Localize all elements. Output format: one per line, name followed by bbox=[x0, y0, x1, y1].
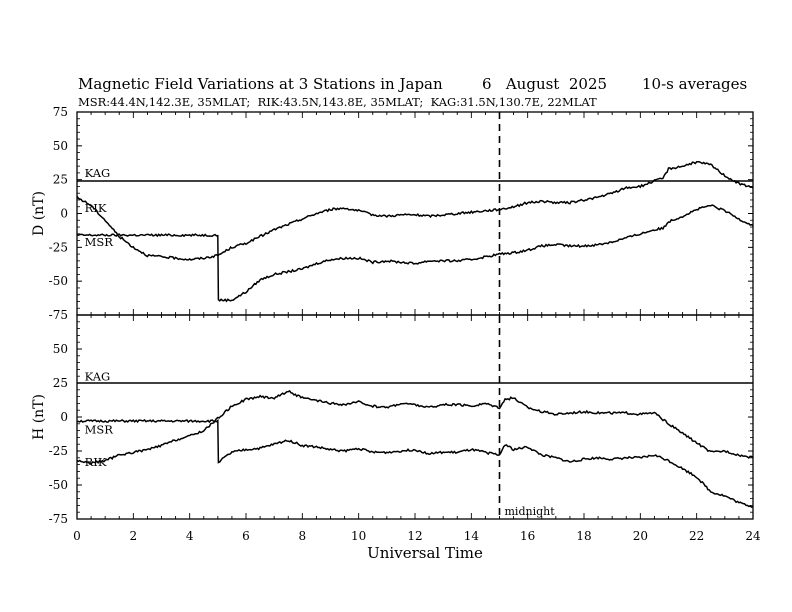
series-msr bbox=[77, 418, 753, 509]
y-tick-label: -75 bbox=[49, 512, 68, 526]
y-tick-label: 0 bbox=[60, 207, 68, 221]
series-rik bbox=[77, 389, 753, 466]
x-tick-label: 8 bbox=[299, 529, 307, 543]
y-axis-label: D (nT) bbox=[31, 191, 47, 236]
y-tick-label: 75 bbox=[53, 105, 68, 119]
x-tick-label: 24 bbox=[745, 529, 761, 543]
x-tick-label: 18 bbox=[576, 529, 591, 543]
midnight-label: midnight bbox=[505, 505, 556, 518]
chart-date: 6 August 2025 bbox=[482, 75, 607, 93]
x-tick-label: 4 bbox=[186, 529, 194, 543]
x-axis-label: Universal Time bbox=[367, 544, 483, 562]
chart-title: Magnetic Field Variations at 3 Stations … bbox=[78, 75, 443, 93]
station-label-msr: MSR bbox=[85, 235, 114, 249]
x-tick-label: 16 bbox=[520, 529, 535, 543]
x-axis: 0 2 4 6 8 10 12 14 16 18 20 22 24 bbox=[73, 529, 761, 543]
station-label-msr: MSR bbox=[85, 422, 114, 436]
y-tick-label: -25 bbox=[49, 240, 68, 254]
x-tick-label: 22 bbox=[689, 529, 704, 543]
series-msr bbox=[77, 204, 753, 303]
panels-group: 75 50 25 0 -25 -50 -75 D (nT) KAG RIK MSR 50 25 0 -25 -… bbox=[31, 105, 754, 526]
x-tick-label: 20 bbox=[633, 529, 648, 543]
stations-info: MSR:44.4N,142.3E, 35MLAT; RIK:43.5N,143.… bbox=[78, 95, 597, 109]
y-tick-label: -50 bbox=[49, 478, 68, 492]
station-label-kag: KAG bbox=[85, 166, 111, 180]
y-tick-label: -75 bbox=[49, 308, 68, 322]
x-tick-label: 0 bbox=[73, 529, 81, 543]
x-tick-label: 12 bbox=[407, 529, 422, 543]
y-tick-label: 25 bbox=[53, 376, 68, 390]
panel-frame bbox=[76, 111, 754, 316]
chart-averaging: 10-s averages bbox=[642, 75, 747, 93]
panel-d: 75 50 25 0 -25 -50 -75 D (nT) KAG RIK MSR bbox=[31, 105, 754, 322]
y-tick-label: -50 bbox=[49, 274, 68, 288]
y-tick-label: -25 bbox=[49, 444, 68, 458]
y-tick-label: 50 bbox=[53, 139, 68, 153]
station-label-rik: RIK bbox=[85, 201, 107, 215]
x-tick-label: 2 bbox=[130, 529, 138, 543]
station-label-rik: RIK bbox=[85, 455, 107, 469]
y-tick-label: 0 bbox=[60, 410, 68, 424]
panel-frame bbox=[76, 314, 754, 520]
panel-h: 50 25 0 -25 -50 -75 H (nT) KAG MSR RIK bbox=[31, 314, 754, 526]
x-tick-label: 6 bbox=[242, 529, 250, 543]
station-label-kag: KAG bbox=[85, 369, 111, 383]
series-rik bbox=[77, 161, 753, 261]
x-tick-label: 14 bbox=[464, 529, 480, 543]
y-axis-label: H (nT) bbox=[31, 394, 47, 440]
y-tick-label: 50 bbox=[53, 342, 68, 356]
x-tick-label: 10 bbox=[351, 529, 366, 543]
y-tick-label: 25 bbox=[53, 173, 68, 187]
